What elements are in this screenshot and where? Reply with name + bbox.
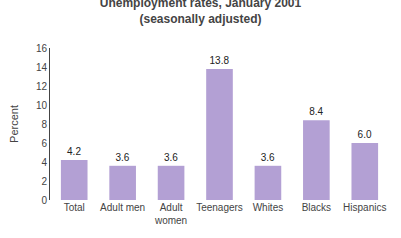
svg-text:Teenagers: Teenagers	[196, 202, 243, 213]
svg-text:16: 16	[36, 43, 48, 54]
svg-text:3.6: 3.6	[261, 152, 275, 163]
svg-text:8.4: 8.4	[309, 106, 323, 117]
svg-text:Total: Total	[64, 202, 85, 213]
svg-text:6.0: 6.0	[358, 129, 372, 140]
svg-text:12: 12	[36, 81, 48, 92]
svg-text:Percent: Percent	[8, 105, 20, 143]
svg-text:8: 8	[41, 119, 47, 130]
svg-text:Blacks: Blacks	[302, 202, 331, 213]
svg-text:10: 10	[36, 100, 48, 111]
svg-text:Adult men: Adult men	[100, 202, 145, 213]
svg-text:13.8: 13.8	[210, 55, 230, 66]
svg-text:Whites: Whites	[253, 202, 284, 213]
svg-text:0: 0	[41, 195, 47, 206]
svg-text:3.6: 3.6	[115, 152, 129, 163]
svg-text:4.2: 4.2	[67, 146, 81, 157]
svg-text:2: 2	[41, 176, 47, 187]
svg-text:Hispanics: Hispanics	[343, 202, 386, 213]
svg-text:6: 6	[41, 138, 47, 149]
svg-text:3.6: 3.6	[164, 152, 178, 163]
svg-text:Unemployment rates, January 20: Unemployment rates, January 2001(seasona…	[100, 0, 302, 26]
svg-text:Adultwomen: Adultwomen	[154, 202, 187, 226]
svg-text:4: 4	[41, 157, 47, 168]
svg-text:14: 14	[36, 62, 48, 73]
